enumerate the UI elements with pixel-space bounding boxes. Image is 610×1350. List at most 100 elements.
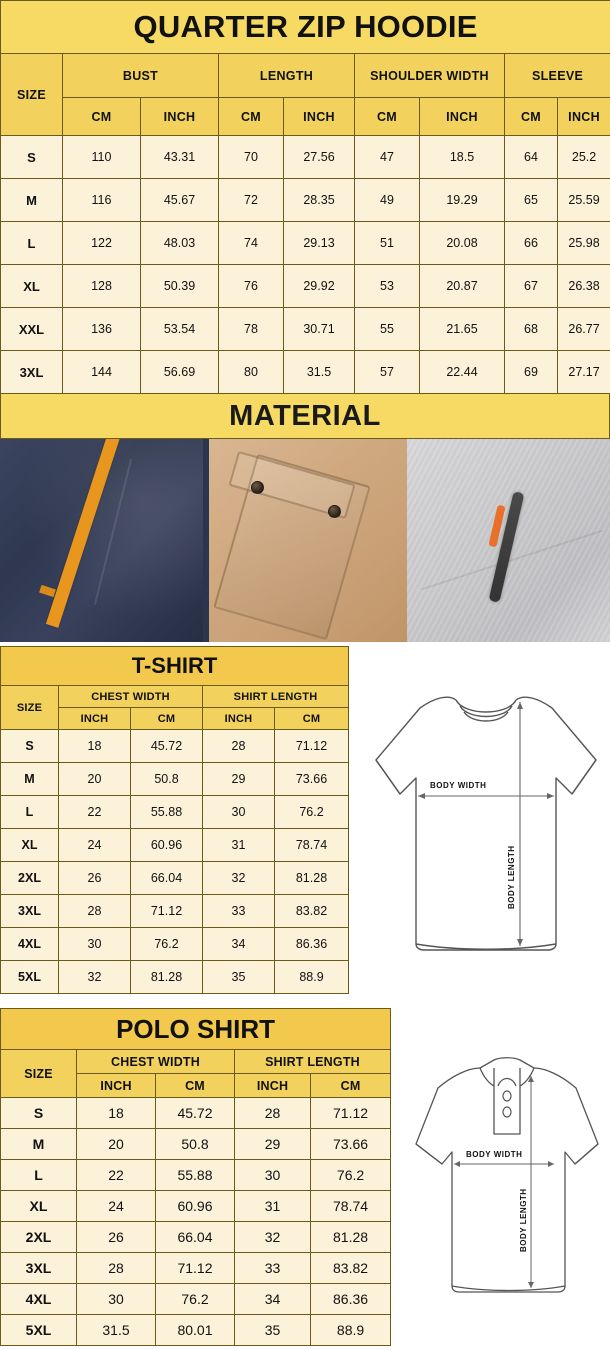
- tshirt-cell-length-cm: 76.2: [274, 795, 349, 829]
- polo-cell-length-inch: 32: [234, 1221, 311, 1253]
- hoodie-cell-shoulder-cm: 49: [354, 178, 420, 222]
- hoodie-cell-bust-cm: 128: [62, 264, 141, 308]
- tshirt-cell-chest-cm: 55.88: [130, 795, 203, 829]
- hoodie-cell-sleeve-inch: 26.38: [556, 264, 610, 308]
- polo-cell-length-inch: 28: [234, 1097, 311, 1129]
- polo-cell-length-inch: 35: [234, 1314, 311, 1346]
- tshirt-row-size: L: [0, 795, 59, 829]
- tshirt-cell-chest-cm: 71.12: [130, 894, 203, 928]
- tshirt-cell-length-cm: 88.9: [274, 960, 349, 994]
- polo-cell-length-cm: 88.9: [309, 1314, 392, 1346]
- hoodie-cell-length-cm: 78: [218, 307, 284, 351]
- tshirt-cell-chest-inch: 28: [58, 894, 131, 928]
- polo-row-size: M: [0, 1128, 77, 1160]
- hoodie-cell-bust-cm: 122: [62, 221, 141, 265]
- tshirt-row-size: 5XL: [0, 960, 59, 994]
- polo-cell-length-inch: 31: [234, 1190, 311, 1222]
- polo-row-size: XL: [0, 1190, 77, 1222]
- tshirt-row-size: S: [0, 729, 59, 763]
- polo-title-row: POLO SHIRT: [0, 1008, 392, 1050]
- photo-edge: [203, 439, 210, 642]
- tshirt-hem: [415, 943, 557, 950]
- polo-col-size: SIZE: [0, 1049, 77, 1098]
- tshirt-cell-chest-inch: 24: [58, 828, 131, 862]
- hoodie-unit-sleeve-inch: INCH: [556, 97, 610, 136]
- polo-unit-chest-cm: CM: [155, 1073, 235, 1098]
- tshirt-cell-length-cm: 81.28: [274, 861, 349, 895]
- tshirt-cell-length-inch: 29: [202, 762, 275, 796]
- table-row: 4XL 30 76.2 34 86.36: [0, 1283, 392, 1315]
- hoodie-unit-sleeve-cm: CM: [504, 97, 558, 136]
- polo-title: POLO SHIRT: [0, 1008, 392, 1050]
- tshirt-body-length-label: BODY LENGTH: [507, 845, 516, 909]
- tshirt-group-header-row: SIZE CHEST WIDTH SHIRT LENGTH: [0, 685, 349, 730]
- table-row: 3XL 144 56.69 80 31.5 57 22.44 69 27.17: [0, 350, 610, 394]
- hoodie-cell-bust-cm: 116: [62, 178, 141, 222]
- table-row: 3XL 28 71.12 33 83.82: [0, 894, 349, 928]
- hoodie-unit-shoulder-cm: CM: [354, 97, 420, 136]
- polo-cell-length-inch: 34: [234, 1283, 311, 1315]
- table-row: XXL 136 53.54 78 30.71 55 21.65 68 26.77: [0, 307, 610, 351]
- polo-unit-chest-inch: INCH: [76, 1073, 156, 1098]
- polo-row-size: 5XL: [0, 1314, 77, 1346]
- polo-cell-chest-cm: 66.04: [155, 1221, 235, 1253]
- hoodie-cell-sleeve-inch: 25.98: [556, 221, 610, 265]
- hoodie-unit-shoulder-inch: INCH: [419, 97, 505, 136]
- hoodie-row-size: S: [0, 135, 63, 179]
- tshirt-cell-length-inch: 28: [202, 729, 275, 763]
- tshirt-title-row: T-SHIRT: [0, 646, 349, 686]
- polo-cell-length-inch: 29: [234, 1128, 311, 1160]
- table-row: XL 128 50.39 76 29.92 53 20.87 67 26.38: [0, 264, 610, 308]
- polo-unit-header-row: INCH CM INCH CM: [1, 1073, 392, 1098]
- table-row: S 110 43.31 70 27.56 47 18.5 64 25.2: [0, 135, 610, 179]
- hoodie-group-bust: BUST: [62, 53, 219, 98]
- hoodie-cell-length-cm: 74: [218, 221, 284, 265]
- hoodie-cell-sleeve-inch: 26.77: [556, 307, 610, 351]
- table-row: M 116 45.67 72 28.35 49 19.29 65 25.59: [0, 178, 610, 222]
- tshirt-unit-length-inch: INCH: [202, 707, 275, 730]
- tshirt-cell-length-inch: 32: [202, 861, 275, 895]
- hoodie-cell-sleeve-cm: 69: [504, 350, 558, 394]
- polo-cell-chest-inch: 31.5: [76, 1314, 156, 1346]
- polo-group-shirt-length: SHIRT LENGTH: [233, 1049, 392, 1074]
- tshirt-cell-chest-cm: 45.72: [130, 729, 203, 763]
- tshirt-cell-length-cm: 71.12: [274, 729, 349, 763]
- polo-cell-length-cm: 78.74: [309, 1190, 392, 1222]
- tshirt-cell-length-inch: 34: [202, 927, 275, 961]
- tshirt-collar-outer: [455, 699, 517, 713]
- hoodie-row-size: XL: [0, 264, 63, 308]
- tshirt-unit-length-cm: CM: [274, 707, 349, 730]
- hoodie-cell-length-inch: 27.56: [283, 135, 355, 179]
- hoodie-group-shoulder-width: SHOULDER WIDTH: [354, 53, 505, 98]
- polo-cell-length-cm: 86.36: [309, 1283, 392, 1315]
- polo-cell-chest-inch: 26: [76, 1221, 156, 1253]
- hoodie-cell-bust-inch: 50.39: [140, 264, 219, 308]
- polo-cell-chest-inch: 18: [76, 1097, 156, 1129]
- polo-collar-top: [479, 1057, 535, 1069]
- hoodie-row-size: M: [0, 178, 63, 222]
- polo-cell-chest-inch: 30: [76, 1283, 156, 1315]
- polo-cell-length-cm: 71.12: [309, 1097, 392, 1129]
- tshirt-cell-length-inch: 35: [202, 960, 275, 994]
- polo-placket: [493, 1086, 521, 1135]
- hoodie-section: QUARTER ZIP HOODIE SIZE BUST LENGTH SHOU…: [0, 0, 610, 394]
- tshirt-row-size: 3XL: [0, 894, 59, 928]
- tshirt-cell-length-inch: 30: [202, 795, 275, 829]
- hoodie-group-header-row: SIZE BUST LENGTH SHOULDER WIDTH SLEEVE: [0, 53, 610, 136]
- table-row: XL 24 60.96 31 78.74: [0, 1190, 392, 1222]
- table-row: 2XL 26 66.04 32 81.28: [0, 1221, 392, 1253]
- tshirt-row-size: M: [0, 762, 59, 796]
- dimension-arrowheads: [418, 702, 554, 946]
- polo-cell-chest-cm: 60.96: [155, 1190, 235, 1222]
- table-row: 5XL 32 81.28 35 88.9: [0, 960, 349, 994]
- hoodie-cell-shoulder-inch: 20.08: [419, 221, 505, 265]
- hoodie-cell-shoulder-inch: 22.44: [419, 350, 505, 394]
- polo-buttons: [502, 1090, 512, 1118]
- hoodie-group-length: LENGTH: [218, 53, 355, 98]
- tshirt-section: T-SHIRT SIZE CHEST WIDTH SHIRT LENGTH IN…: [0, 642, 610, 1002]
- polo-diagram: BODY WIDTH BODY LENGTH: [415, 1057, 599, 1293]
- hoodie-cell-sleeve-cm: 64: [504, 135, 558, 179]
- tshirt-group-shirt-length: SHIRT LENGTH: [202, 685, 349, 708]
- hoodie-cell-shoulder-cm: 57: [354, 350, 420, 394]
